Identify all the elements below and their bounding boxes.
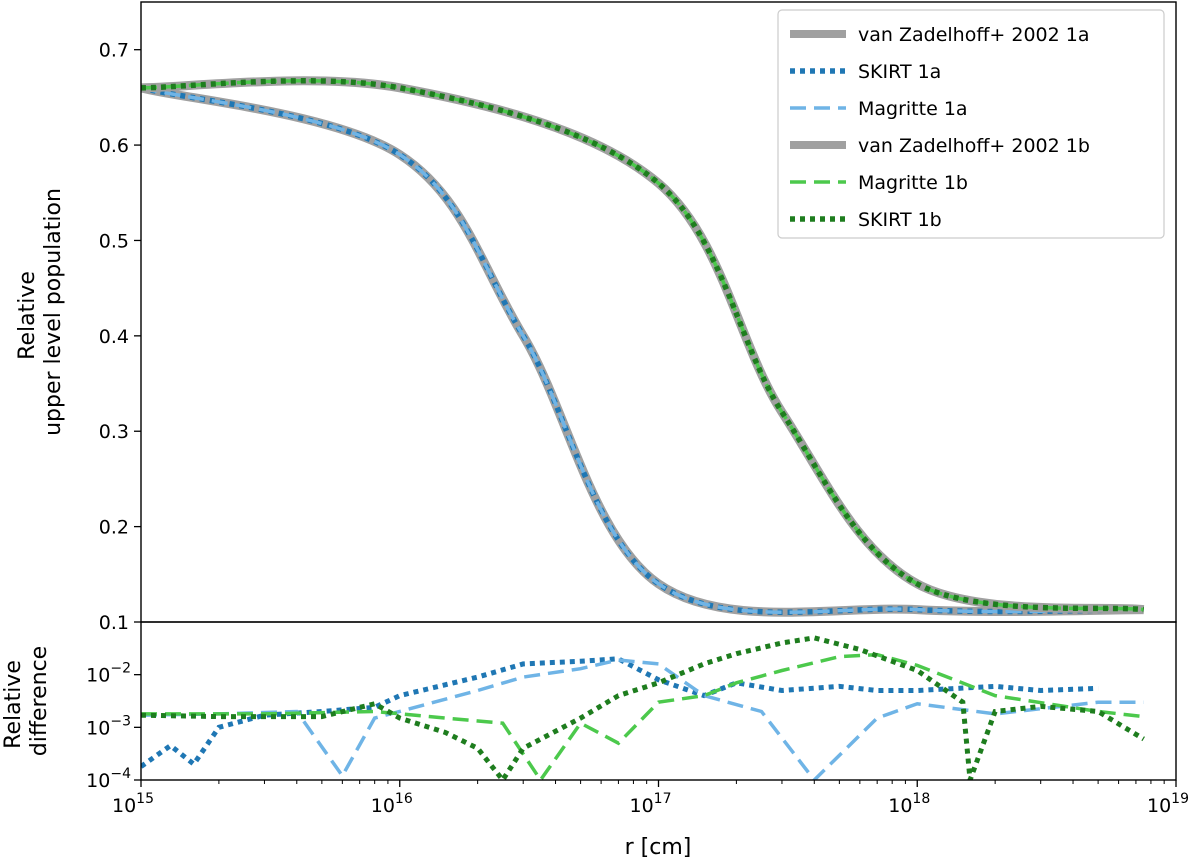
x-tick-label: 1018 [888,791,930,817]
difference-y-axis-ticks: 10−4 10−3 10−2 [86,661,141,792]
main-panel-plot-area [141,76,1145,617]
difference-y-axis-label: Relative difference [1,646,52,756]
difference-y-tick-label: 10−4 [86,766,131,792]
x-tick-label: 1017 [629,791,671,817]
x-tick-label: 1016 [371,791,413,817]
difference-y-axis-label-line-2: difference [27,646,52,756]
main-y-tick-label: 0.7 [99,40,129,62]
legend: van Zadelhoff+ 2002 1a SKIRT 1a Magritte 1… [777,9,1165,239]
difference-y-axis-label-line-1: Relative [1,660,26,749]
main-y-axis-ticks: 0.1 0.2 0.3 0.4 0.5 0.6 0.7 [99,40,141,634]
legend-label-van-zadelhoff-2002-1b: van Zadelhoff+ 2002 1b [858,135,1090,157]
legend-label-van-zadelhoff-2002-1a: van Zadelhoff+ 2002 1a [858,24,1090,46]
difference-series-magritte-1a [141,658,1144,780]
x-tick-label: 1019 [1147,791,1189,817]
main-y-axis-label: Relative upper level population [15,188,66,436]
legend-label-magritte-1a: Magritte 1a [858,98,968,120]
legend-box [777,9,1165,239]
legend-label-magritte-1b: Magritte 1b [858,172,968,194]
main-y-axis-label-line-2: upper level population [41,188,66,436]
main-series-skirt-1b [141,78,1144,613]
difference-series-skirt-1a [141,656,1099,769]
x-tick-label: 1015 [112,791,154,817]
x-axis-ticks: 1015 1016 1017 1018 1019 [112,780,1189,817]
main-y-tick-label: 0.3 [99,421,129,443]
difference-series-magritte-1b [141,652,1144,780]
x-axis-label: r [cm] [625,835,692,860]
difference-y-tick-label: 10−3 [86,713,131,739]
main-y-tick-label: 0.1 [99,612,129,634]
legend-label-skirt-1b: SKIRT 1b [858,209,942,231]
main-y-tick-label: 0.4 [99,326,129,348]
difference-panel-plot-area [141,635,1145,780]
main-y-tick-label: 0.2 [99,517,129,539]
difference-y-tick-label: 10−2 [86,661,131,687]
main-y-tick-label: 0.5 [99,230,129,252]
legend-label-skirt-1a: SKIRT 1a [858,61,941,83]
difference-series-skirt-1b [141,635,1145,780]
main-series-magritte-1a [141,86,1144,614]
main-y-tick-label: 0.6 [99,135,129,157]
main-y-axis-label-line-1: Relative [15,271,40,360]
